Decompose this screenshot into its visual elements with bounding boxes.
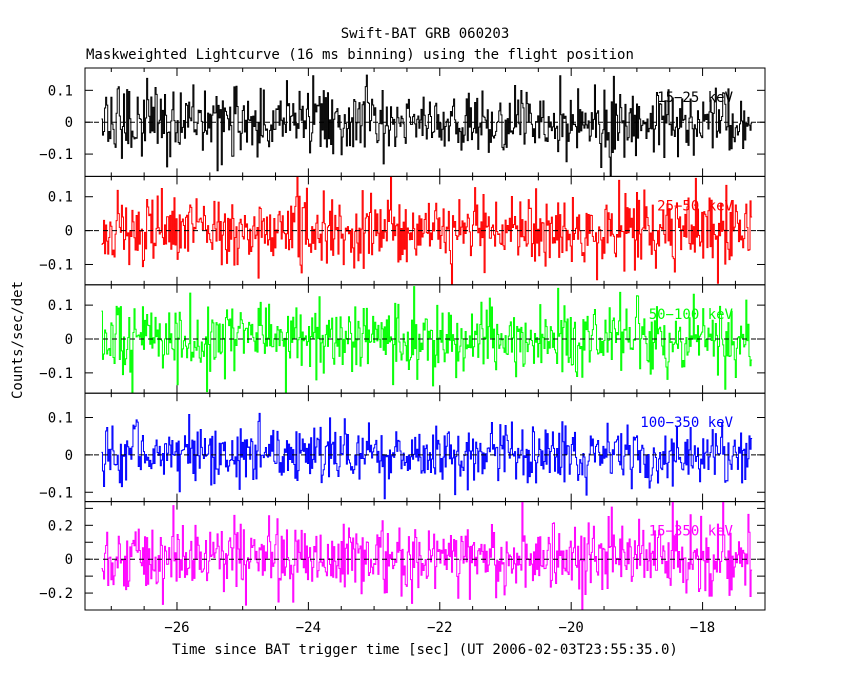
y-tick-label-5-2: 0 — [65, 552, 73, 568]
y-tick-label-2-0: −0.1 — [39, 257, 73, 273]
band-label-3: 50−100 keV — [649, 307, 734, 323]
x-tick-label-4: −18 — [690, 620, 715, 636]
y-tick-label-4-1: 0 — [65, 448, 73, 464]
y-tick-label-2-2: 0.1 — [48, 190, 73, 206]
x-axis-label: Time since BAT trigger time [sec] (UT 20… — [172, 642, 678, 658]
y-tick-label-1-1: 0 — [65, 115, 73, 131]
band-label-2: 25−50 keV — [657, 198, 733, 214]
y-tick-label-1-2: 0.1 — [48, 83, 73, 99]
chart-title: Swift-BAT GRB 060203 — [341, 26, 510, 42]
y-tick-label-2-1: 0 — [65, 224, 73, 240]
y-tick-label-3-2: 0.1 — [48, 298, 73, 314]
y-tick-label-5-0: −0.2 — [39, 586, 73, 602]
x-tick-label-1: −24 — [296, 620, 321, 636]
panel-1: −0.1 0 0.1 15−25 keV — [39, 67, 766, 177]
series-line-5 — [101, 501, 753, 611]
panel-2: −0.1 0 0.1 25−50 keV — [39, 175, 766, 286]
y-tick-label-4-2: 0.1 — [48, 410, 73, 426]
y-tick-label-4-0: −0.1 — [39, 485, 73, 501]
y-axis-label: Counts/sec/det — [10, 281, 26, 399]
y-tick-label-3-0: −0.1 — [39, 366, 73, 382]
panel-4: −0.1 0 0.1 100−350 keV — [39, 392, 766, 503]
x-tick-label-3: −20 — [559, 620, 584, 636]
panel-frame-4 — [84, 392, 766, 503]
series-line-3 — [101, 286, 753, 394]
series-line-4 — [101, 412, 753, 500]
series-line-2 — [101, 176, 753, 285]
band-label-5: 15−350 keV — [649, 524, 734, 540]
band-label-4: 100−350 keV — [640, 415, 733, 431]
panel-frame-5 — [84, 501, 766, 611]
x-tick-label-2: −22 — [427, 620, 452, 636]
chart-subtitle: Maskweighted Lightcurve (16 ms binning) … — [86, 47, 634, 63]
panels-group: −0.1 0 0.1 15−25 keV −0.1 0 0.1 25−50 keV −0.1 0 0… — [39, 67, 766, 636]
y-tick-label-3-1: 0 — [65, 332, 73, 348]
y-tick-label-1-0: −0.1 — [39, 147, 73, 163]
panel-5: −0.2 0 0.2 15−350 keV — [39, 501, 766, 611]
x-tick-label-0: −26 — [164, 620, 189, 636]
series-line-1 — [101, 74, 753, 177]
panel-3: −0.1 0 0.1 50−100 keV — [39, 284, 766, 394]
band-label-1: 15−25 keV — [657, 90, 733, 106]
y-tick-label-5-4: 0.2 — [48, 518, 73, 534]
